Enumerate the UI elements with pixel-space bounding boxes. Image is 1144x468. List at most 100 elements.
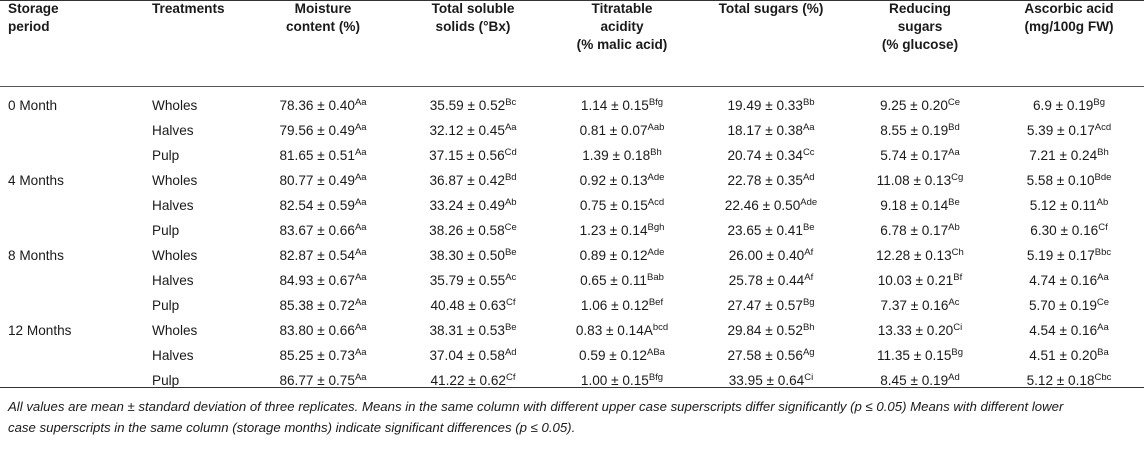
table-row: Halves 85.25 ± 0.73Aa 37.04 ± 0.58Ad 0.59 ±… <box>0 343 1144 368</box>
significance-superscript: Bg <box>1093 97 1105 108</box>
significance-superscript: Bfg <box>648 372 664 383</box>
value-text: 81.65 ± 0.51 <box>279 148 355 163</box>
significance-superscript: Af <box>804 247 814 258</box>
significance-superscript: Bde <box>1094 172 1112 183</box>
significance-superscript: Bb <box>802 97 815 108</box>
value-cell: 81.65 ± 0.51Aa <box>248 143 398 168</box>
table-row: Pulp 86.77 ± 0.75Aa 41.22 ± 0.62Cf 1.00 ± 0… <box>0 368 1144 393</box>
significance-superscript: Aa <box>802 122 815 133</box>
storage-period-cell <box>0 218 150 243</box>
value-cell: 22.78 ± 0.35Ad <box>696 168 846 193</box>
bottom-rule <box>0 387 1144 388</box>
table-row: 0 Month Wholes 78.36 ± 0.40Aa 35.59 ± 0.52B… <box>0 86 1144 118</box>
significance-superscript: Ade <box>647 172 665 183</box>
significance-superscript: Ade <box>647 247 665 258</box>
value-cell: 4.74 ± 0.16Aa <box>994 268 1144 293</box>
significance-superscript: Ac <box>505 272 517 283</box>
value-cell: 1.00 ± 0.15Bfg <box>548 368 696 393</box>
value-text: 1.06 ± 0.12 <box>580 298 649 313</box>
treatment-cell: Wholes <box>152 248 198 263</box>
value-text: 26.00 ± 0.40 <box>728 248 805 263</box>
value-cell: 0.59 ± 0.12ABa <box>548 343 696 368</box>
value-text: 38.30 ± 0.50 <box>429 248 505 263</box>
value-cell: 6.78 ± 0.17Ab <box>846 218 994 243</box>
storage-period-cell <box>0 118 150 143</box>
value-cell: 19.49 ± 0.33Bb <box>696 86 846 118</box>
column-header-5: Total sugars (%) <box>696 0 846 86</box>
significance-superscript: Bgh <box>647 222 665 233</box>
footnote: All values are mean ± standard deviation… <box>8 396 1138 438</box>
column-header-line: Titratable <box>591 1 653 16</box>
value-text: 23.65 ± 0.41 <box>727 223 803 238</box>
significance-superscript: Be <box>504 247 517 258</box>
storage-period-cell <box>0 193 150 218</box>
value-text: 0.59 ± 0.12 <box>579 348 647 363</box>
header-rule <box>0 86 1144 87</box>
table-body: 0 Month Wholes 78.36 ± 0.40Aa 35.59 ± 0.52B… <box>0 86 1144 393</box>
significance-superscript: Aa <box>354 347 367 358</box>
value-text: 6.9 ± 0.19 <box>1033 98 1094 113</box>
column-header-0: Storage period <box>0 0 150 86</box>
value-text: 33.95 ± 0.64 <box>728 373 805 388</box>
data-table: Storage period Treatments Moisture content (… <box>0 0 1144 393</box>
significance-superscript: Bd <box>504 172 517 183</box>
value-text: 33.24 ± 0.49 <box>429 198 505 213</box>
value-cell: 20.74 ± 0.34Cc <box>696 143 846 168</box>
storage-period-cell <box>0 368 150 393</box>
value-text: 7.21 ± 0.24 <box>1029 148 1098 163</box>
storage-period-cell: 0 Month <box>8 98 58 113</box>
value-text: 1.14 ± 0.15 <box>580 98 649 113</box>
value-cell: 10.03 ± 0.21Bf <box>846 268 994 293</box>
value-cell: 0.89 ± 0.12Ade <box>548 243 696 268</box>
value-cell: 23.65 ± 0.41Be <box>696 218 846 243</box>
table-row: Pulp 81.65 ± 0.51Aa 37.15 ± 0.56Cd 1.39 ± 0… <box>0 143 1144 168</box>
value-text: 37.15 ± 0.56 <box>429 148 505 163</box>
significance-superscript: Cc <box>802 147 815 158</box>
value-cell: 9.18 ± 0.14Be <box>846 193 994 218</box>
storage-period-cell: 12 Months <box>8 323 72 338</box>
value-text: 4.74 ± 0.16 <box>1029 273 1098 288</box>
value-text: 41.22 ± 0.62 <box>430 373 507 388</box>
value-cell: 0.65 ± 0.11Bab <box>548 268 696 293</box>
value-cell: 82.87 ± 0.54Aa <box>248 243 398 268</box>
value-cell: 82.54 ± 0.59Aa <box>248 193 398 218</box>
significance-superscript: Af <box>804 272 814 283</box>
value-cell: 5.70 ± 0.19Ce <box>994 293 1144 318</box>
value-cell: 12.28 ± 0.13Ch <box>846 243 994 268</box>
significance-superscript: Aa <box>1097 322 1109 333</box>
value-text: 0.92 ± 0.13 <box>579 173 648 188</box>
value-cell: 5.12 ± 0.11Ab <box>994 193 1144 218</box>
significance-superscript: Aa <box>354 147 367 158</box>
value-cell: 1.06 ± 0.12Bef <box>548 293 696 318</box>
value-cell: 36.87 ± 0.42Bd <box>398 168 548 193</box>
value-text: 32.12 ± 0.45 <box>429 123 505 138</box>
value-cell: 11.35 ± 0.15Bg <box>846 343 994 368</box>
value-text: 22.78 ± 0.35 <box>727 173 803 188</box>
value-text: 5.58 ± 0.10 <box>1026 173 1095 188</box>
treatment-cell: Pulp <box>152 298 180 313</box>
treatment-cell: Halves <box>152 123 194 138</box>
value-text: 82.87 ± 0.54 <box>279 248 355 263</box>
value-text: 0.83 ± 0.14A <box>575 323 653 338</box>
significance-superscript: Aa <box>504 122 517 133</box>
value-cell: 22.46 ± 0.50Ade <box>696 193 846 218</box>
value-cell: 38.31 ± 0.53Be <box>398 318 548 343</box>
significance-superscript: Bc <box>505 97 517 108</box>
value-cell: 9.25 ± 0.20Ce <box>846 86 994 118</box>
column-header-line: Treatments <box>152 1 225 16</box>
significance-superscript: Ce <box>504 222 517 233</box>
column-header-1: Treatments <box>150 0 248 86</box>
value-cell: 5.12 ± 0.18Cbc <box>994 368 1144 393</box>
column-header-line: Moisture <box>294 1 352 16</box>
value-text: 4.54 ± 0.16 <box>1029 323 1098 338</box>
value-text: 5.12 ± 0.11 <box>1029 198 1097 213</box>
value-cell: 8.45 ± 0.19Ad <box>846 368 994 393</box>
significance-superscript: Ba <box>1097 347 1109 358</box>
value-text: 35.59 ± 0.52 <box>429 98 506 113</box>
value-text: 0.89 ± 0.12 <box>579 248 648 263</box>
value-text: 80.77 ± 0.49 <box>279 173 355 188</box>
significance-superscript: Bh <box>650 147 662 158</box>
significance-superscript: Cf <box>506 297 516 308</box>
significance-superscript: Ade <box>800 197 818 208</box>
significance-superscript: Ci <box>953 322 963 333</box>
